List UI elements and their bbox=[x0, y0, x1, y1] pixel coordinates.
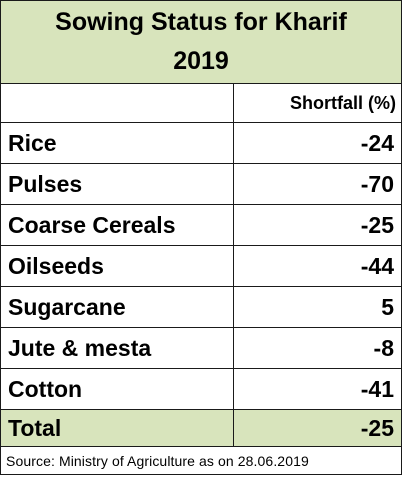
shortfall-value-cell: -24 bbox=[233, 122, 402, 164]
table-row: Pulses -70 bbox=[0, 163, 402, 205]
total-value: -25 bbox=[233, 409, 402, 447]
table-row: Rice -24 bbox=[0, 122, 402, 164]
table-title: Sowing Status for Kharif 2019 bbox=[0, 0, 402, 84]
crop-name-cell: Sugarcane bbox=[0, 286, 234, 328]
title-line-2: 2019 bbox=[173, 47, 229, 75]
table-row: Coarse Cereals -25 bbox=[0, 204, 402, 246]
crop-name-cell: Jute & mesta bbox=[0, 327, 234, 369]
title-line-1: Sowing Status for Kharif bbox=[55, 8, 347, 36]
total-row: Total -25 bbox=[0, 409, 402, 447]
shortfall-value-cell: -41 bbox=[233, 368, 402, 410]
crop-column-header bbox=[0, 83, 234, 123]
shortfall-column-header: Shortfall (%) bbox=[233, 83, 402, 123]
title-row: Sowing Status for Kharif 2019 bbox=[0, 0, 402, 84]
source-row: Source: Ministry of Agriculture as on 28… bbox=[0, 446, 402, 475]
crop-name-cell: Rice bbox=[0, 122, 234, 164]
sowing-status-table: Sowing Status for Kharif 2019 Shortfall … bbox=[0, 0, 402, 475]
table-row: Sugarcane 5 bbox=[0, 286, 402, 328]
total-label: Total bbox=[0, 409, 234, 447]
shortfall-value-cell: -44 bbox=[233, 245, 402, 287]
column-header-row: Shortfall (%) bbox=[0, 83, 402, 123]
crop-name-cell: Pulses bbox=[0, 163, 234, 205]
table-row: Cotton -41 bbox=[0, 368, 402, 410]
shortfall-value-cell: -8 bbox=[233, 327, 402, 369]
shortfall-value-cell: -25 bbox=[233, 204, 402, 246]
table-row: Oilseeds -44 bbox=[0, 245, 402, 287]
data-rows: Rice -24 Pulses -70 Coarse Cereals -25 Oilseed… bbox=[0, 122, 402, 410]
source-note: Source: Ministry of Agriculture as on 28… bbox=[0, 446, 402, 475]
crop-name-cell: Oilseeds bbox=[0, 245, 234, 287]
table-row: Jute & mesta -8 bbox=[0, 327, 402, 369]
crop-name-cell: Coarse Cereals bbox=[0, 204, 234, 246]
shortfall-value-cell: 5 bbox=[233, 286, 402, 328]
crop-name-cell: Cotton bbox=[0, 368, 234, 410]
shortfall-value-cell: -70 bbox=[233, 163, 402, 205]
